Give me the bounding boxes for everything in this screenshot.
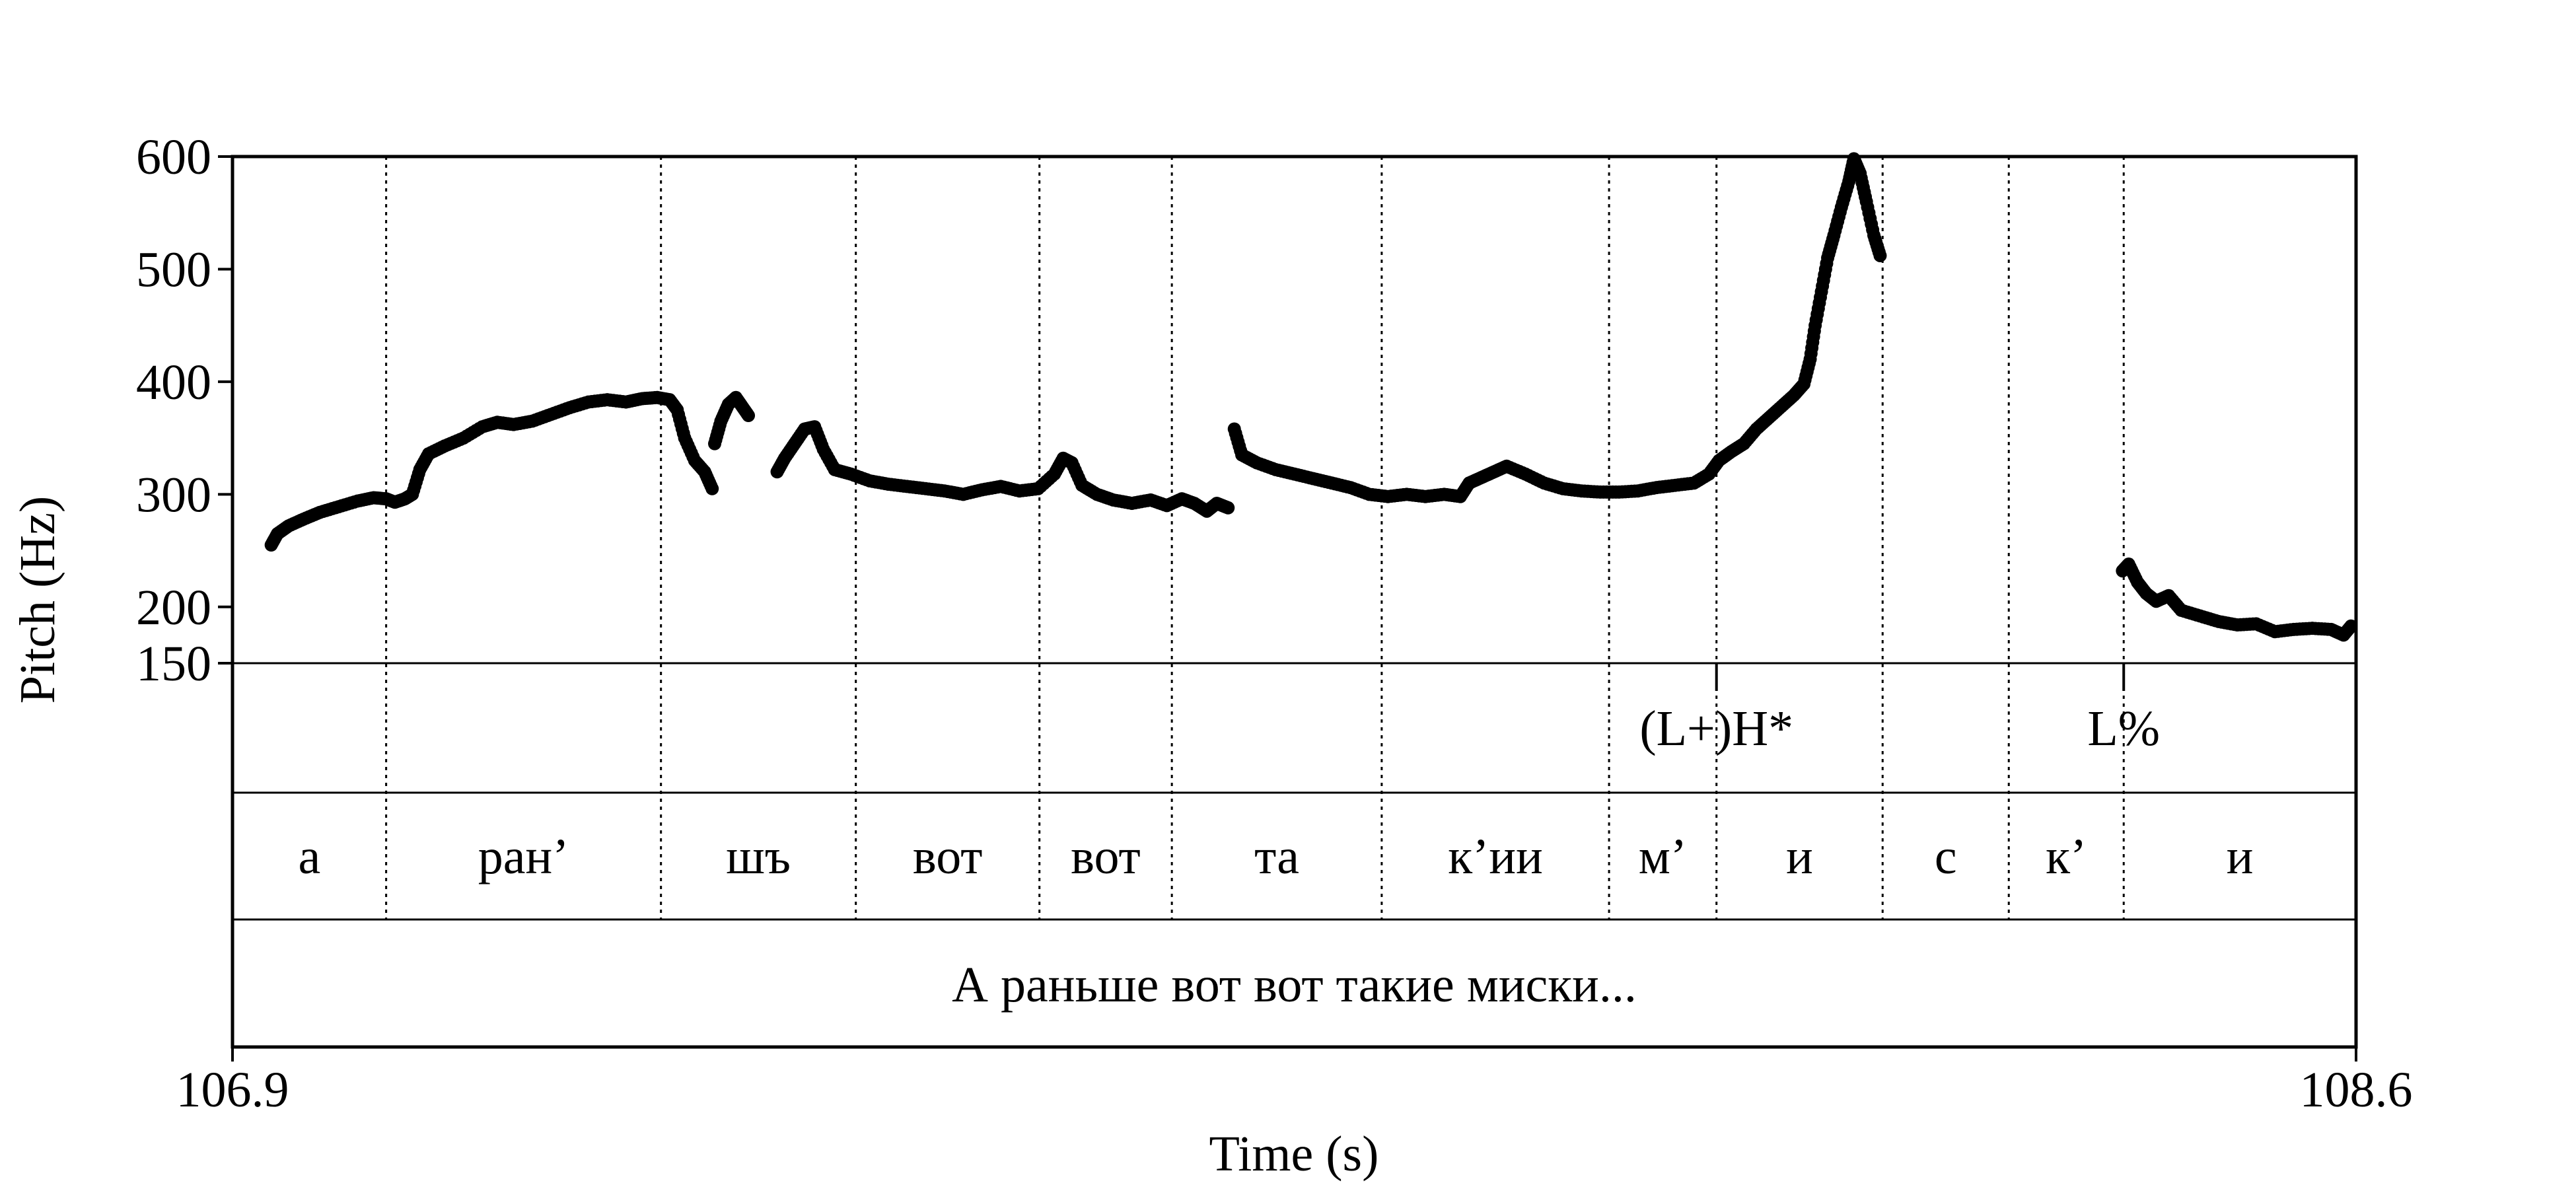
pitch-points: [264, 152, 2358, 642]
plot-frame: [231, 155, 2358, 1049]
y-tick-label: 200: [136, 580, 211, 635]
y-tick-label: 500: [136, 242, 211, 297]
pitch-point: [2344, 619, 2358, 633]
pitch-point: [705, 482, 719, 495]
x-axis-title: Time (s): [1209, 1126, 1379, 1182]
syllable-label: и: [1786, 829, 1813, 884]
syllable-label: ран’: [478, 829, 569, 884]
syllable-label: м’: [1639, 829, 1687, 884]
syllable-tier: а ран’ шъ вот вот та к’ии м’ и с к’ и: [298, 829, 2253, 884]
syllable-label: вот: [1071, 829, 1141, 884]
y-tick-label: 600: [136, 129, 211, 185]
pitch-point: [1221, 501, 1235, 515]
y-tick-label: 400: [136, 355, 211, 410]
syllable-label: к’: [2046, 829, 2087, 884]
sentence-label: А раньше вот вот такие миски...: [952, 957, 1637, 1013]
tone-tier: (L+)H* L%: [1639, 701, 2160, 756]
tone-label: L%: [2087, 701, 2160, 756]
syllable-label: с: [1935, 829, 1957, 884]
syllable-label: и: [2227, 829, 2254, 884]
plot-border: [231, 155, 2358, 1049]
syllable-label: шъ: [726, 829, 791, 884]
boundary-lines: [385, 157, 2126, 919]
y-tick-label: 300: [136, 467, 211, 522]
sentence-tier: А раньше вот вот такие миски...: [952, 957, 1637, 1013]
syllable-label: к’ии: [1448, 829, 1543, 884]
syllable-label: та: [1254, 829, 1299, 884]
syllable-label: а: [298, 829, 320, 884]
y-axis-title: Pitch (Hz): [10, 496, 65, 703]
x-tick-label: 106.9: [176, 1062, 289, 1118]
y-tick-label: 150: [136, 636, 211, 692]
syllable-label: вот: [913, 829, 983, 884]
pitch-point: [1873, 248, 1887, 262]
x-tick-label: 108.6: [2300, 1062, 2413, 1118]
x-axis-ticks: 106.9 108.6: [176, 1047, 2413, 1118]
tone-label: (L+)H*: [1639, 701, 1793, 756]
pitch-point: [742, 409, 756, 423]
